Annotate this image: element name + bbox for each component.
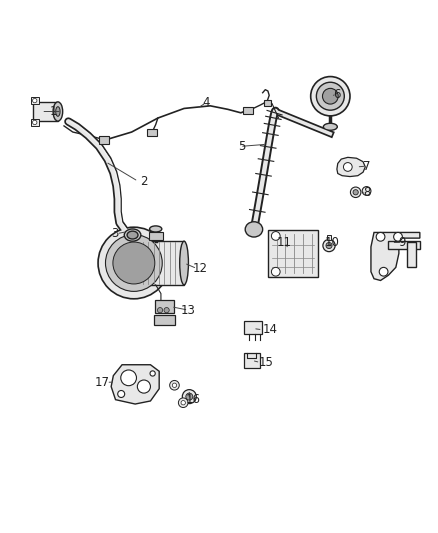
Bar — [243, 107, 253, 114]
Text: 3: 3 — [111, 227, 119, 240]
Bar — [244, 321, 262, 334]
Text: 17: 17 — [95, 376, 110, 389]
Text: 9: 9 — [399, 236, 406, 249]
Circle shape — [182, 390, 196, 403]
Bar — [244, 352, 260, 368]
Circle shape — [394, 232, 403, 241]
Ellipse shape — [323, 123, 337, 130]
Bar — [149, 232, 163, 240]
Text: 2: 2 — [141, 175, 148, 188]
Bar — [155, 300, 174, 313]
Bar — [264, 100, 272, 106]
Text: 15: 15 — [258, 356, 273, 369]
Text: 6: 6 — [333, 87, 341, 101]
Bar — [407, 243, 417, 266]
Circle shape — [272, 231, 280, 240]
Text: 8: 8 — [363, 186, 371, 199]
Polygon shape — [111, 365, 159, 404]
Ellipse shape — [150, 226, 162, 232]
Circle shape — [150, 371, 155, 376]
Ellipse shape — [56, 107, 60, 116]
Circle shape — [353, 190, 358, 195]
Circle shape — [121, 370, 137, 386]
Circle shape — [170, 381, 179, 390]
Circle shape — [326, 243, 332, 248]
Bar — [31, 97, 39, 104]
Circle shape — [32, 99, 37, 103]
Ellipse shape — [53, 102, 63, 121]
Circle shape — [322, 88, 338, 104]
Text: 14: 14 — [263, 324, 278, 336]
Circle shape — [311, 77, 350, 116]
Ellipse shape — [124, 229, 141, 241]
Circle shape — [181, 400, 185, 405]
Circle shape — [164, 308, 169, 313]
Circle shape — [98, 227, 170, 299]
Bar — [389, 241, 420, 249]
Circle shape — [186, 393, 193, 400]
Text: 13: 13 — [181, 304, 196, 317]
Circle shape — [157, 308, 162, 313]
Bar — [99, 136, 109, 144]
Bar — [33, 102, 58, 121]
Polygon shape — [371, 232, 420, 280]
Circle shape — [316, 82, 344, 110]
Text: 10: 10 — [325, 236, 340, 249]
Circle shape — [118, 391, 125, 398]
Ellipse shape — [245, 222, 263, 237]
Ellipse shape — [127, 231, 138, 239]
Bar — [147, 128, 156, 135]
Ellipse shape — [180, 241, 188, 285]
Circle shape — [362, 187, 371, 195]
Bar — [268, 230, 318, 277]
Circle shape — [343, 163, 352, 171]
Bar — [31, 119, 39, 126]
Circle shape — [323, 239, 335, 252]
Circle shape — [376, 232, 385, 241]
Circle shape — [350, 187, 361, 198]
Circle shape — [138, 380, 150, 393]
Text: 1: 1 — [50, 105, 57, 118]
Bar — [154, 314, 175, 325]
Text: 7: 7 — [363, 159, 371, 173]
Circle shape — [113, 242, 155, 284]
Circle shape — [379, 268, 388, 276]
Circle shape — [32, 120, 37, 125]
Circle shape — [272, 268, 280, 276]
Text: 16: 16 — [185, 393, 200, 406]
Circle shape — [178, 398, 188, 408]
Circle shape — [106, 235, 162, 292]
Text: 11: 11 — [277, 236, 292, 249]
Text: 4: 4 — [202, 96, 210, 109]
Bar — [134, 241, 184, 285]
Circle shape — [172, 383, 177, 387]
Text: 5: 5 — [238, 140, 245, 153]
Bar — [327, 235, 331, 240]
Polygon shape — [337, 157, 365, 176]
Text: 12: 12 — [193, 262, 208, 275]
